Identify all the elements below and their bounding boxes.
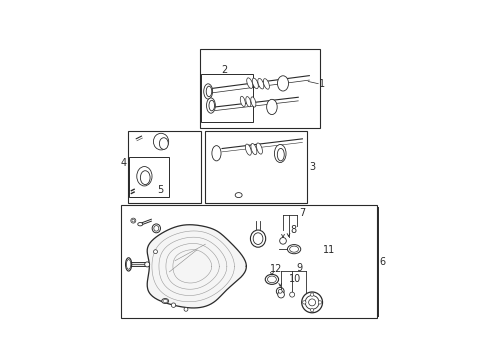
Ellipse shape: [126, 260, 131, 269]
Circle shape: [278, 289, 282, 293]
Circle shape: [311, 293, 314, 296]
Ellipse shape: [163, 299, 168, 303]
Ellipse shape: [252, 78, 258, 89]
Ellipse shape: [274, 144, 286, 162]
Ellipse shape: [154, 226, 159, 231]
Ellipse shape: [125, 258, 132, 271]
Text: 8: 8: [290, 225, 296, 235]
Ellipse shape: [258, 78, 264, 89]
Ellipse shape: [245, 144, 251, 155]
Ellipse shape: [263, 79, 270, 89]
Circle shape: [303, 301, 306, 304]
Text: 3: 3: [309, 162, 316, 172]
Ellipse shape: [162, 298, 169, 303]
Ellipse shape: [153, 133, 169, 150]
Bar: [121, 205, 377, 318]
Circle shape: [290, 292, 294, 297]
Text: 10: 10: [290, 274, 302, 284]
Ellipse shape: [250, 230, 266, 247]
Bar: [129, 157, 170, 197]
Ellipse shape: [209, 100, 215, 111]
Ellipse shape: [240, 96, 245, 107]
Circle shape: [311, 309, 314, 312]
Ellipse shape: [305, 296, 319, 309]
Circle shape: [132, 219, 135, 222]
Bar: [128, 131, 201, 203]
Ellipse shape: [302, 292, 322, 313]
Text: 9: 9: [296, 263, 302, 273]
Ellipse shape: [251, 97, 256, 107]
Ellipse shape: [268, 276, 276, 283]
Ellipse shape: [235, 193, 242, 198]
Circle shape: [172, 303, 176, 307]
Ellipse shape: [212, 146, 221, 161]
Bar: [205, 131, 307, 203]
Ellipse shape: [145, 262, 149, 267]
Circle shape: [184, 307, 188, 311]
Ellipse shape: [137, 167, 152, 186]
Text: 12: 12: [270, 264, 282, 274]
Ellipse shape: [267, 99, 277, 114]
Ellipse shape: [288, 244, 301, 254]
Text: 7: 7: [300, 208, 306, 218]
Ellipse shape: [277, 148, 284, 161]
Ellipse shape: [247, 78, 253, 89]
Bar: [200, 49, 320, 128]
Ellipse shape: [246, 96, 251, 107]
Ellipse shape: [309, 299, 316, 306]
Ellipse shape: [206, 98, 216, 113]
Text: 6: 6: [379, 257, 385, 267]
Ellipse shape: [277, 76, 289, 91]
Ellipse shape: [140, 171, 150, 185]
Ellipse shape: [206, 86, 212, 97]
Circle shape: [276, 287, 284, 295]
Circle shape: [153, 250, 157, 253]
Ellipse shape: [138, 222, 143, 226]
Ellipse shape: [253, 233, 263, 244]
Text: 2: 2: [221, 66, 227, 75]
Ellipse shape: [204, 84, 213, 99]
Ellipse shape: [256, 143, 263, 154]
Text: 4: 4: [121, 158, 127, 168]
Circle shape: [131, 218, 136, 223]
Ellipse shape: [159, 138, 168, 149]
Text: 1: 1: [319, 79, 325, 89]
Ellipse shape: [290, 246, 298, 252]
Circle shape: [318, 301, 321, 304]
Text: 11: 11: [323, 245, 336, 255]
Circle shape: [278, 291, 284, 298]
Ellipse shape: [265, 274, 279, 284]
Text: 5: 5: [157, 185, 164, 195]
Bar: [201, 74, 253, 122]
Ellipse shape: [152, 224, 161, 233]
Ellipse shape: [251, 144, 257, 155]
Polygon shape: [147, 225, 246, 308]
Circle shape: [280, 238, 286, 244]
